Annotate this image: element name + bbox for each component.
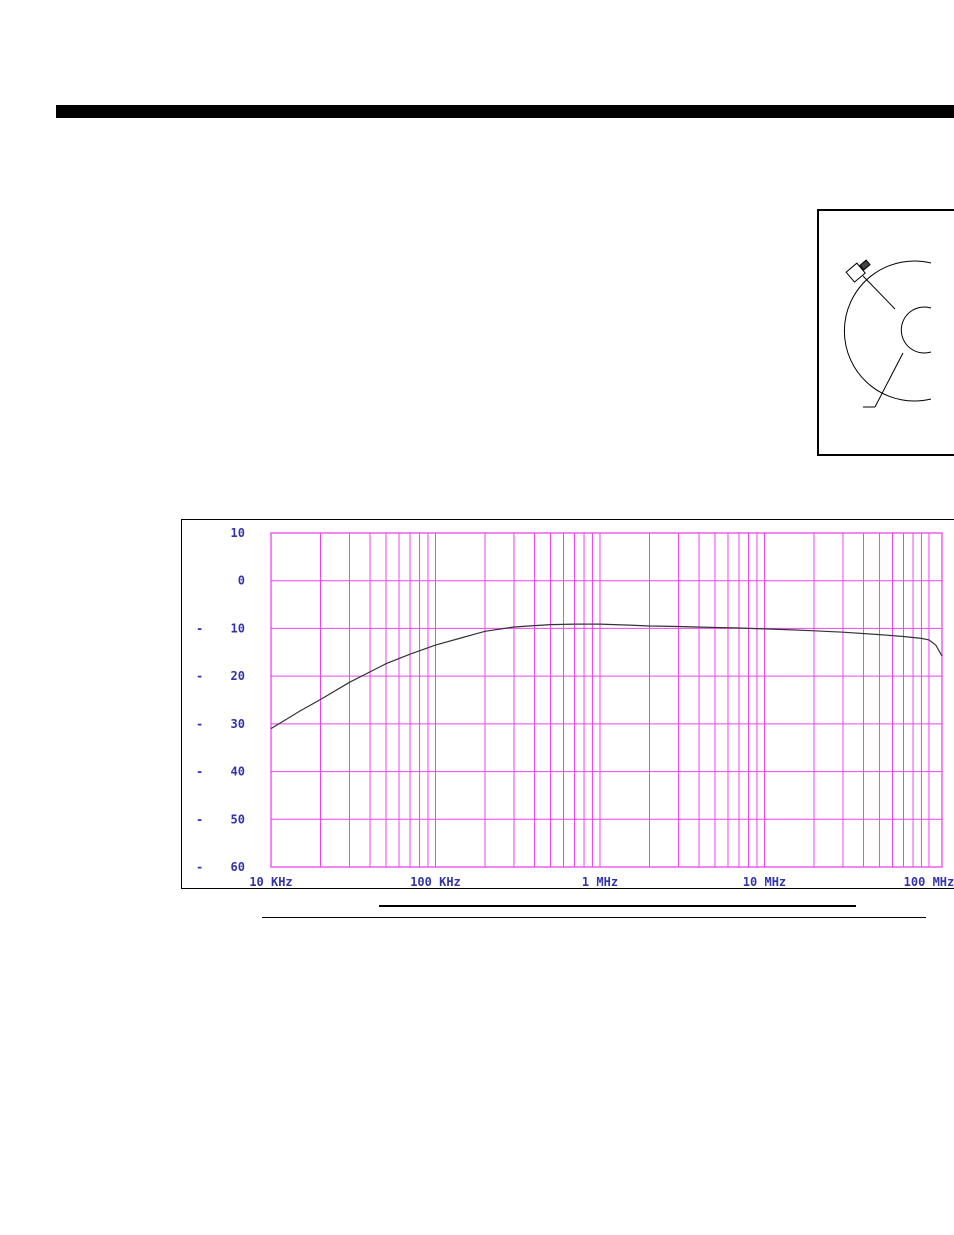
probe-outer-ring: [843, 260, 932, 402]
y-tick-label: 20: [231, 669, 245, 683]
y-tick-sign: -: [196, 717, 203, 731]
y-tick-sign: -: [196, 669, 203, 683]
y-axis-ticks: 10 0 - 10 - 20 - 30 - 40 - 50 - 60: [196, 526, 245, 874]
caption-rule: [379, 905, 856, 907]
probe-connector-tip: [859, 259, 871, 271]
response-chart: 10 0 - 10 - 20 - 30 - 40 - 50 - 60 10 KHz 100 KHz 1 MHz…: [196, 526, 954, 889]
x-tick-label: 10 KHz: [249, 875, 292, 889]
y-tick-label: 10: [231, 526, 245, 540]
chart-frame: 10 0 - 10 - 20 - 30 - 40 - 50 - 60 10 KHz 100 KHz 1 MHz…: [181, 519, 954, 889]
header-rule: [56, 105, 954, 118]
y-tick-label: 30: [231, 717, 245, 731]
y-tick-label: 10: [231, 621, 245, 635]
y-tick-label: 60: [231, 860, 245, 874]
probe-connector: [845, 262, 866, 283]
y-tick-sign: -: [196, 621, 203, 635]
grid: [270, 532, 943, 868]
caption-underline: [262, 917, 926, 918]
probe-aperture: [900, 306, 932, 354]
y-tick-label: 50: [231, 812, 245, 826]
series-line: [270, 623, 943, 730]
probe-leader-line: [874, 352, 904, 408]
x-tick-label: 100 KHz: [410, 875, 461, 889]
x-tick-label: 10 MHz: [743, 875, 786, 889]
plot-border: [270, 532, 943, 868]
y-tick-sign: -: [196, 765, 203, 779]
x-tick-label: 100 MHz: [904, 875, 954, 889]
x-axis-ticks: 10 KHz 100 KHz 1 MHz 10 MHz 100 MHz: [249, 875, 954, 889]
y-tick-sign: -: [196, 860, 203, 874]
y-tick-label: 40: [231, 765, 245, 779]
y-tick-sign: -: [196, 812, 203, 826]
probe-illustration: [843, 259, 932, 408]
probe-diagram: [817, 209, 954, 456]
probe-connector-line: [862, 275, 896, 310]
y-tick-label: 0: [238, 574, 245, 588]
x-tick-label: 1 MHz: [582, 875, 618, 889]
